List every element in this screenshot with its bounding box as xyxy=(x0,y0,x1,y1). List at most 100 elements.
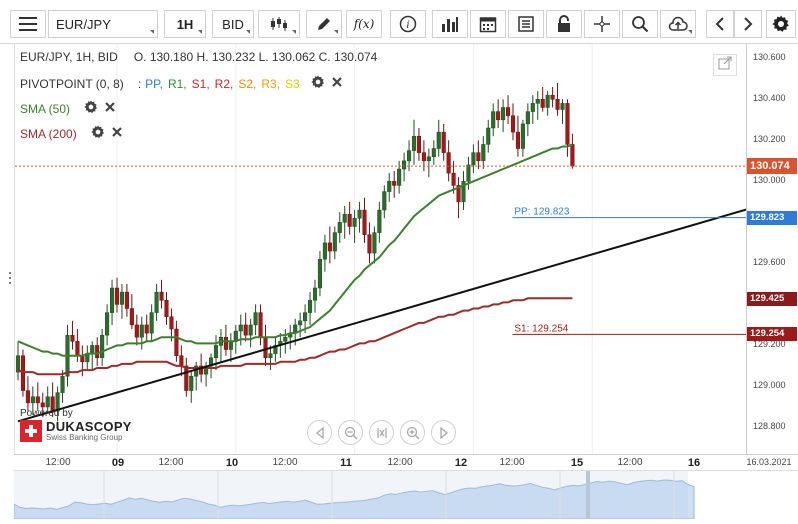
sma200-remove-close-icon[interactable] xyxy=(111,126,123,141)
candle-body xyxy=(530,103,535,112)
document-icon xyxy=(517,15,535,33)
time-tick-label: 12:00 xyxy=(387,457,413,468)
calendar-button[interactable] xyxy=(470,10,506,38)
expand-icon xyxy=(718,56,732,75)
candle-body xyxy=(560,103,565,110)
draw-tool-button[interactable] xyxy=(306,10,342,38)
navigator-chart[interactable] xyxy=(13,471,798,520)
candle-body xyxy=(372,232,377,254)
fit-icon xyxy=(376,427,387,438)
zoom-button[interactable] xyxy=(622,10,658,38)
pan-left-button[interactable] xyxy=(307,420,332,445)
info-icon: i xyxy=(399,15,417,33)
navigator-scrollbar[interactable] xyxy=(13,470,798,520)
function-icon: f(x) xyxy=(353,17,375,31)
upload-button[interactable] xyxy=(660,10,696,38)
candle-body xyxy=(114,287,120,305)
candle-body xyxy=(357,209,362,219)
zoom-in-icon xyxy=(406,426,420,440)
pivot-remove-close-icon[interactable] xyxy=(331,76,343,91)
time-axis[interactable]: 12:00 09 12:00 10 12:00 11 12:00 12 12:00 15 12:00… xyxy=(14,454,798,470)
candle-body xyxy=(110,287,115,313)
navigator-handle[interactable] xyxy=(586,471,590,519)
info-button[interactable]: i xyxy=(390,10,426,38)
s1-price-badge: 129.254 xyxy=(747,327,797,342)
crosshair-icon xyxy=(593,15,611,33)
symbol-selector[interactable]: EUR/JPY xyxy=(48,10,158,38)
candle-body xyxy=(273,345,278,354)
dropdown-arrow-icon xyxy=(688,30,692,34)
scroll-right-button[interactable] xyxy=(734,10,762,38)
screenshot-button[interactable] xyxy=(508,10,544,38)
toolbar: EUR/JPY 1H BID f(x) i xyxy=(0,0,798,44)
crosshair-button[interactable] xyxy=(584,10,620,38)
pan-right-button[interactable] xyxy=(431,420,456,445)
candle-body xyxy=(20,355,25,391)
chevron-right-icon xyxy=(743,16,753,32)
indicators-button[interactable]: f(x) xyxy=(346,10,382,38)
fullscreen-button[interactable] xyxy=(713,54,737,76)
candle-body xyxy=(322,242,327,260)
candle-body xyxy=(263,336,268,358)
candle-body xyxy=(154,291,159,313)
price-tick-label: 128.800 xyxy=(753,421,786,432)
price-tick-label: 130.600 xyxy=(753,52,786,63)
settings-button[interactable] xyxy=(766,10,796,38)
price-tick-label: 129.200 xyxy=(753,339,786,350)
time-tick-label: 09 xyxy=(111,457,125,469)
period-selector[interactable]: 1H xyxy=(164,10,206,38)
side-selector[interactable]: BID xyxy=(212,10,254,38)
triangle-left-icon xyxy=(315,426,324,439)
lock-button[interactable] xyxy=(546,10,582,38)
brand-logo: DUKASCOPY Swiss Banking Group xyxy=(20,420,132,442)
time-tick-label: 12:00 xyxy=(499,457,525,468)
reset-zoom-button[interactable] xyxy=(369,420,394,445)
candle-body xyxy=(570,144,575,167)
candle-body xyxy=(312,287,318,301)
sma200-line xyxy=(17,297,573,376)
gear-icon xyxy=(772,15,790,33)
candle-body xyxy=(169,316,174,330)
candle-body xyxy=(124,291,129,309)
time-tick-label: 12:00 xyxy=(45,457,71,468)
legend-title: EUR/JPY, 1H, BID xyxy=(20,50,118,64)
candle-body xyxy=(174,328,179,356)
candlestick-icon xyxy=(269,16,289,32)
candle-body xyxy=(367,234,372,254)
side-panel-handle[interactable] xyxy=(8,270,12,286)
candle-body xyxy=(298,320,303,326)
price-chart[interactable]: PP: 129.823 S1: 129.254 xyxy=(15,44,747,454)
menu-button[interactable] xyxy=(10,10,46,38)
candle-body xyxy=(416,135,421,153)
candle-body xyxy=(362,209,367,235)
candle-body xyxy=(317,259,322,289)
pivot-settings-gear-icon[interactable] xyxy=(311,75,325,92)
scroll-left-button[interactable] xyxy=(706,10,734,38)
pivot-item: R3, xyxy=(261,76,281,91)
sma50-remove-close-icon[interactable] xyxy=(104,101,116,116)
zoom-in-button[interactable] xyxy=(400,420,425,445)
candle-body xyxy=(461,181,466,203)
candle-body xyxy=(451,172,456,186)
candle-body xyxy=(30,396,35,404)
sma50-label: SMA (50) xyxy=(20,101,71,116)
candle-body xyxy=(327,242,332,252)
candle-body xyxy=(352,218,357,227)
zoom-out-button[interactable] xyxy=(338,420,363,445)
sma200-settings-gear-icon[interactable] xyxy=(91,125,105,142)
price-axis[interactable]: 130.600 130.400 130.200 130.000 129.600 129.2… xyxy=(746,44,798,454)
chart-area[interactable]: PP: 129.823 S1: 129.254 xyxy=(14,44,747,454)
time-tick-label: 10 xyxy=(225,457,239,469)
magnifier-icon xyxy=(631,15,649,33)
candle-body xyxy=(129,308,134,326)
dropdown-arrow-icon xyxy=(292,30,296,34)
candle-body xyxy=(426,156,431,162)
volume-button[interactable] xyxy=(432,10,468,38)
sma50-settings-gear-icon[interactable] xyxy=(84,100,98,117)
swiss-cross-icon xyxy=(20,420,42,442)
navigator-window[interactable] xyxy=(14,471,688,519)
candle-body xyxy=(510,115,516,133)
candle-body xyxy=(476,152,481,162)
chart-type-button[interactable] xyxy=(258,10,300,38)
pivot-item: S1, xyxy=(191,76,210,91)
